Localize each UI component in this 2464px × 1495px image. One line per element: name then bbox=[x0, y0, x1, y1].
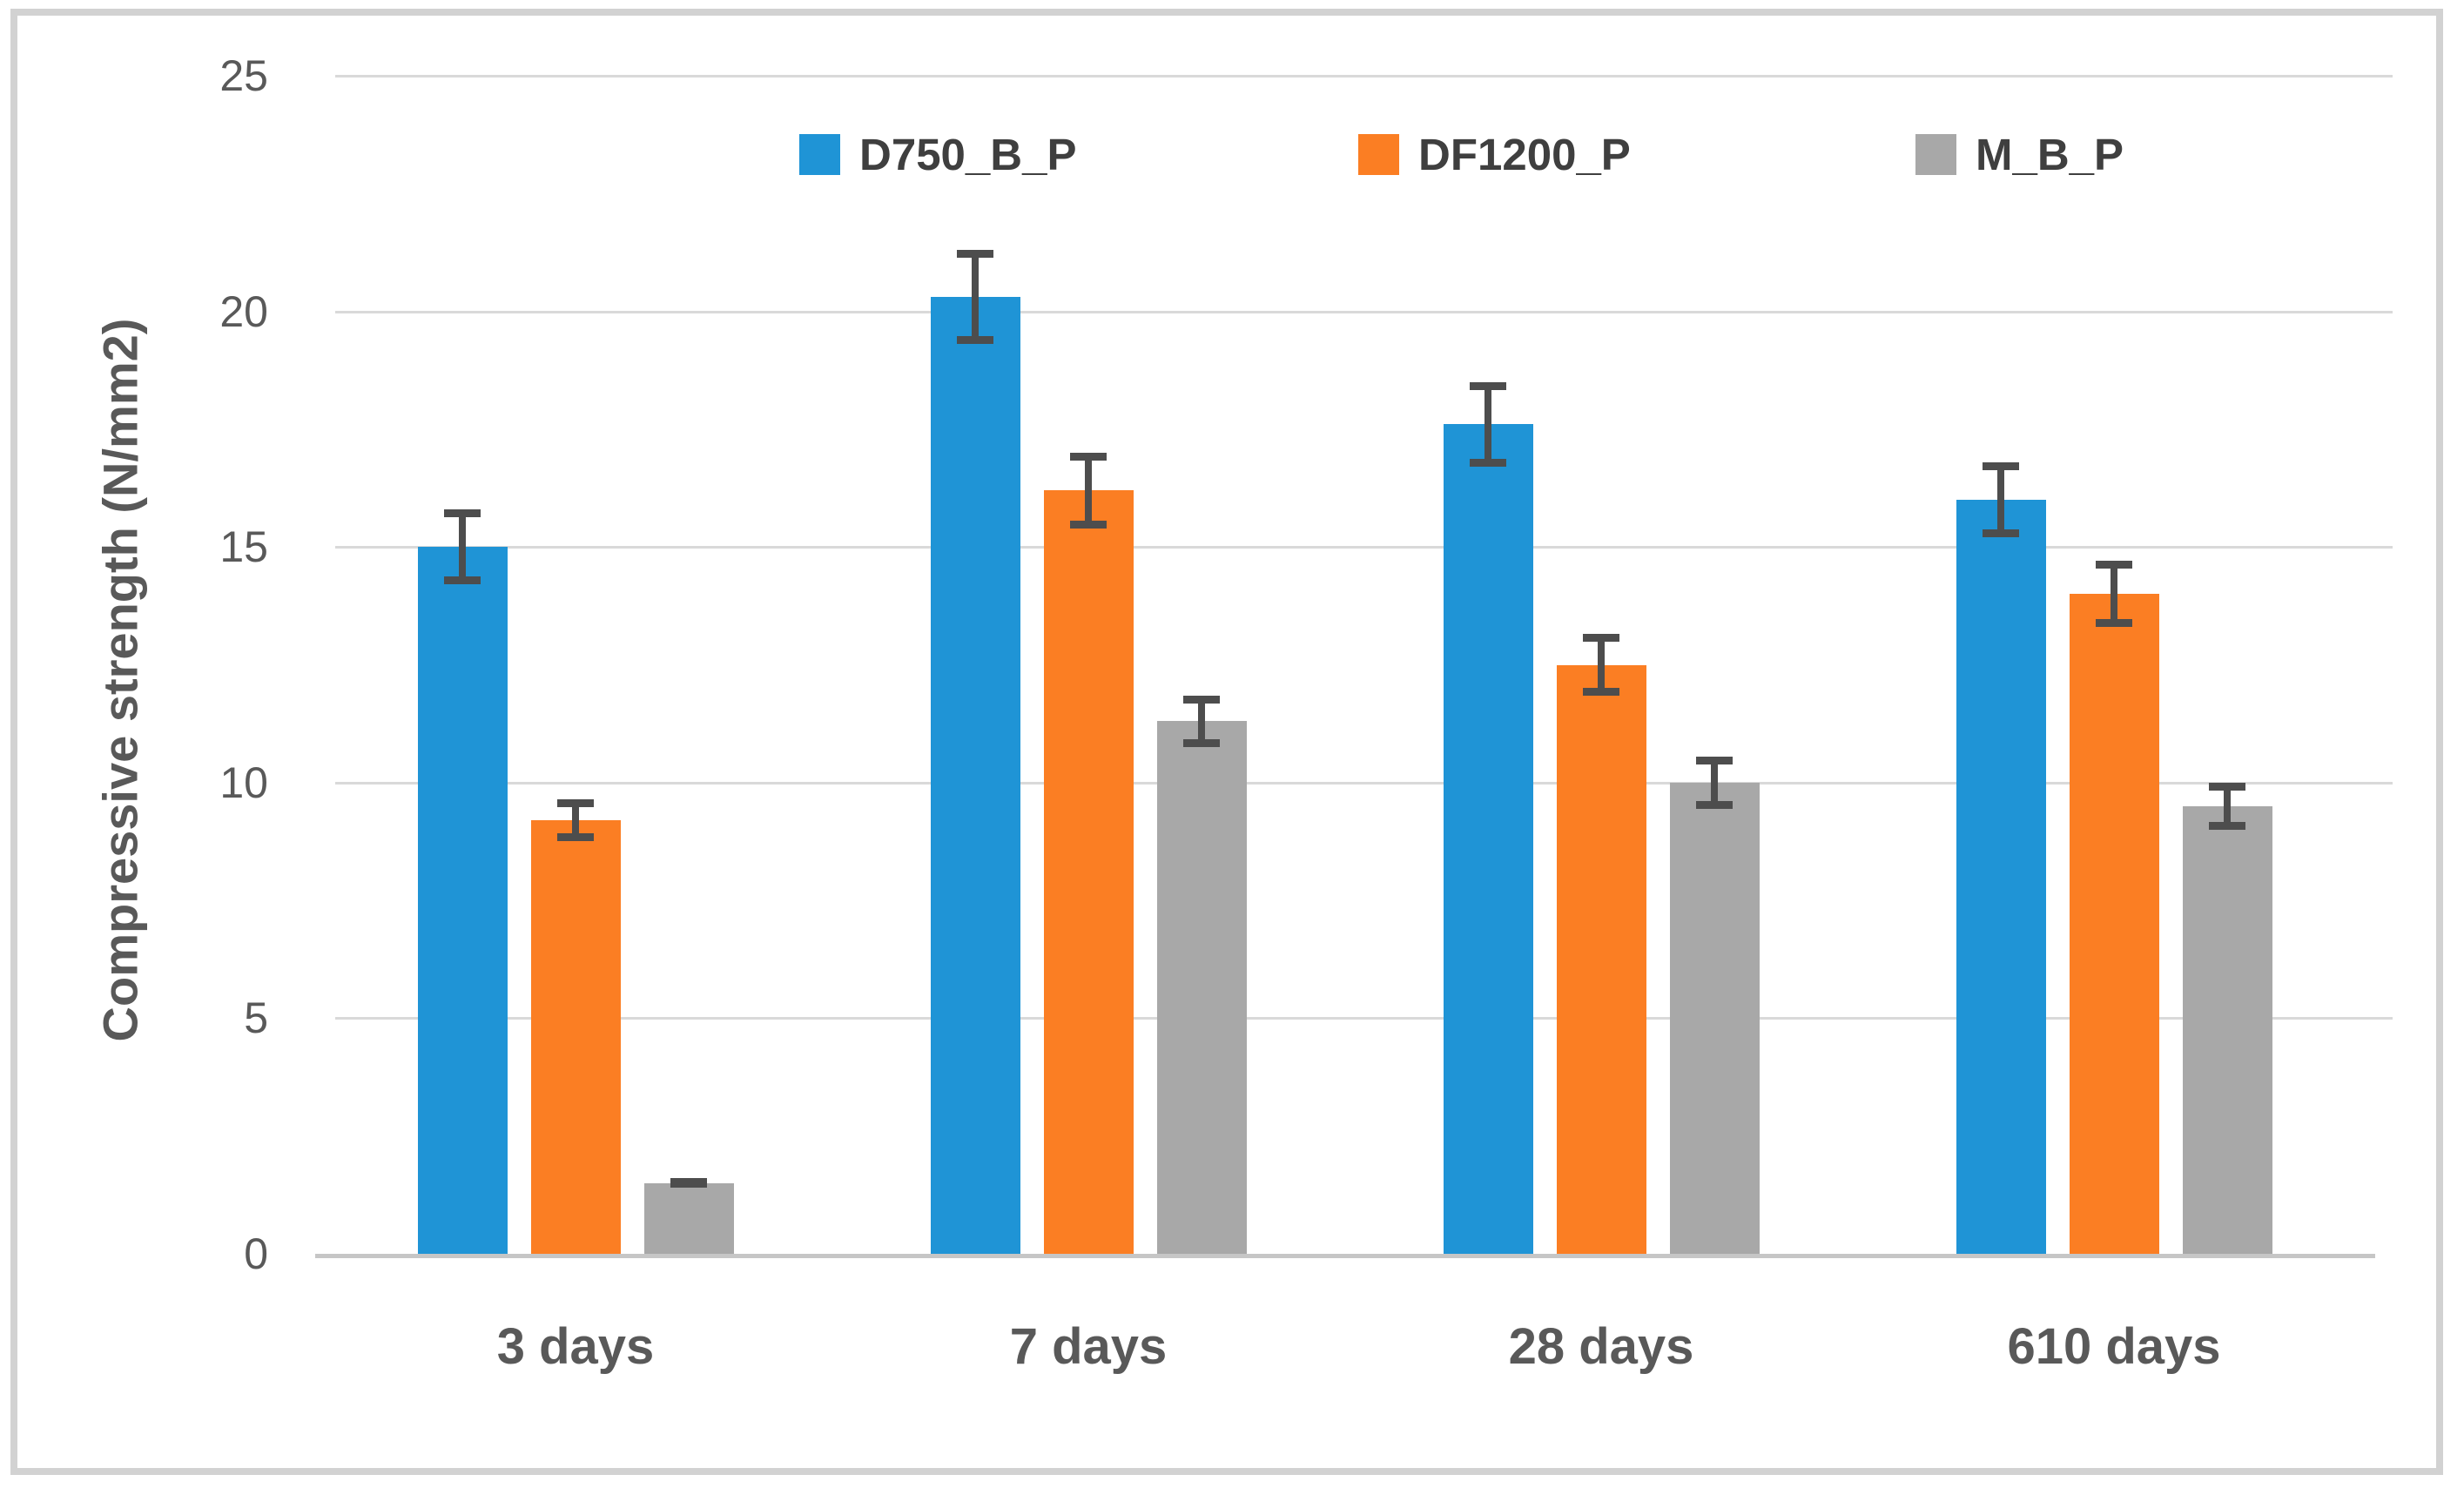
gridline-15 bbox=[335, 546, 2393, 549]
legend-item-d750-b-p: D750_B_P bbox=[799, 132, 1077, 177]
bar-DF1200_P-28-days bbox=[1556, 664, 1646, 1254]
x-category-label-2: 7 days bbox=[1009, 1318, 1168, 1375]
y-tick-label-25: 25 bbox=[219, 51, 268, 100]
error-bar-cap-top bbox=[2096, 561, 2132, 569]
y-tick-label-10: 10 bbox=[219, 758, 268, 807]
bar-D750_B_P-7-days bbox=[930, 297, 1020, 1254]
bar-DF1200_P-3-days bbox=[530, 820, 621, 1254]
gridline-20 bbox=[335, 310, 2393, 313]
bar-D750_B_P-3-days bbox=[417, 547, 508, 1254]
error-bar-cap-bottom bbox=[957, 336, 993, 345]
x-axis-line bbox=[315, 1254, 2375, 1258]
error-bar-cap-top bbox=[444, 508, 481, 517]
legend-label-df1200-p: DF1200_P bbox=[1418, 130, 1631, 179]
gridline-25 bbox=[335, 75, 2393, 77]
y-tick-label-20: 20 bbox=[219, 286, 268, 336]
y-axis-title: Compressive strength (N/mm2) bbox=[92, 318, 148, 1042]
y-tick-label-15: 15 bbox=[219, 522, 268, 572]
error-bar-cap-bottom bbox=[1696, 800, 1733, 809]
error-bar-cap-bottom bbox=[557, 833, 594, 842]
error-bar-cap-top bbox=[557, 798, 594, 807]
error-bar-cap-top bbox=[2209, 782, 2245, 791]
legend-swatch-m-b-p bbox=[1915, 134, 1956, 175]
error-bar-cap-bottom bbox=[1183, 739, 1220, 748]
error-bar-line bbox=[1997, 461, 2004, 538]
error-bar-line bbox=[1085, 452, 1092, 529]
error-bar-cap-top bbox=[1696, 757, 1733, 765]
legend-label-d750-b-p: D750_B_P bbox=[859, 130, 1077, 179]
bar-D750_B_P-28-days bbox=[1443, 424, 1533, 1254]
error-bar-line bbox=[2224, 782, 2231, 830]
y-tick-label-5: 5 bbox=[244, 993, 268, 1043]
error-bar-cap-bottom bbox=[670, 1180, 707, 1189]
error-bar-line bbox=[1711, 757, 1718, 809]
error-bar-cap-top bbox=[1583, 634, 1619, 643]
x-category-label-4: 610 days bbox=[2007, 1318, 2221, 1375]
error-bar-line bbox=[1198, 695, 1205, 748]
bar-M_B_P-610-days bbox=[2182, 805, 2272, 1254]
chart-frame-border: Compressive strength (N/mm2) D750_B_P DF… bbox=[10, 9, 2443, 1475]
bar-M_B_P-7-days bbox=[1156, 721, 1247, 1254]
error-bar-line bbox=[1598, 634, 1605, 696]
error-bar-cap-bottom bbox=[1583, 687, 1619, 696]
legend-swatch-df1200-p bbox=[1358, 134, 1399, 175]
bar-M_B_P-28-days bbox=[1669, 782, 1760, 1254]
error-bar-line bbox=[972, 250, 979, 345]
error-bar-line bbox=[2111, 561, 2117, 628]
x-category-label-3: 28 days bbox=[1508, 1318, 1694, 1375]
bar-DF1200_P-7-days bbox=[1043, 490, 1134, 1254]
error-bar-cap-bottom bbox=[1983, 529, 2019, 538]
error-bar-cap-top bbox=[1470, 381, 1506, 390]
error-bar-cap-top bbox=[1983, 461, 2019, 470]
error-bar-line bbox=[572, 798, 579, 842]
error-bar-line bbox=[1484, 381, 1491, 468]
gridline-5 bbox=[335, 1017, 2393, 1020]
gridline-10 bbox=[335, 781, 2393, 785]
y-tick-label-0: 0 bbox=[244, 1229, 268, 1278]
error-bar-cap-bottom bbox=[1070, 520, 1107, 529]
bar-M_B_P-3-days bbox=[643, 1182, 734, 1254]
legend-label-m-b-p: M_B_P bbox=[1976, 130, 2124, 179]
legend-item-m-b-p: M_B_P bbox=[1915, 132, 2124, 177]
error-bar-cap-bottom bbox=[444, 576, 481, 585]
error-bar-cap-top bbox=[1183, 695, 1220, 704]
bar-DF1200_P-610-days bbox=[2069, 594, 2159, 1254]
error-bar-cap-bottom bbox=[2096, 619, 2132, 628]
legend-item-df1200-p: DF1200_P bbox=[1358, 132, 1631, 177]
x-category-label-1: 3 days bbox=[496, 1318, 655, 1375]
error-bar-cap-top bbox=[1070, 452, 1107, 461]
error-bar-line bbox=[459, 508, 466, 585]
error-bar-cap-top bbox=[957, 250, 993, 259]
legend-swatch-d750-b-p bbox=[799, 134, 840, 175]
bar-D750_B_P-610-days bbox=[1956, 500, 2046, 1254]
error-bar-cap-bottom bbox=[2209, 821, 2245, 830]
error-bar-cap-bottom bbox=[1470, 459, 1506, 468]
